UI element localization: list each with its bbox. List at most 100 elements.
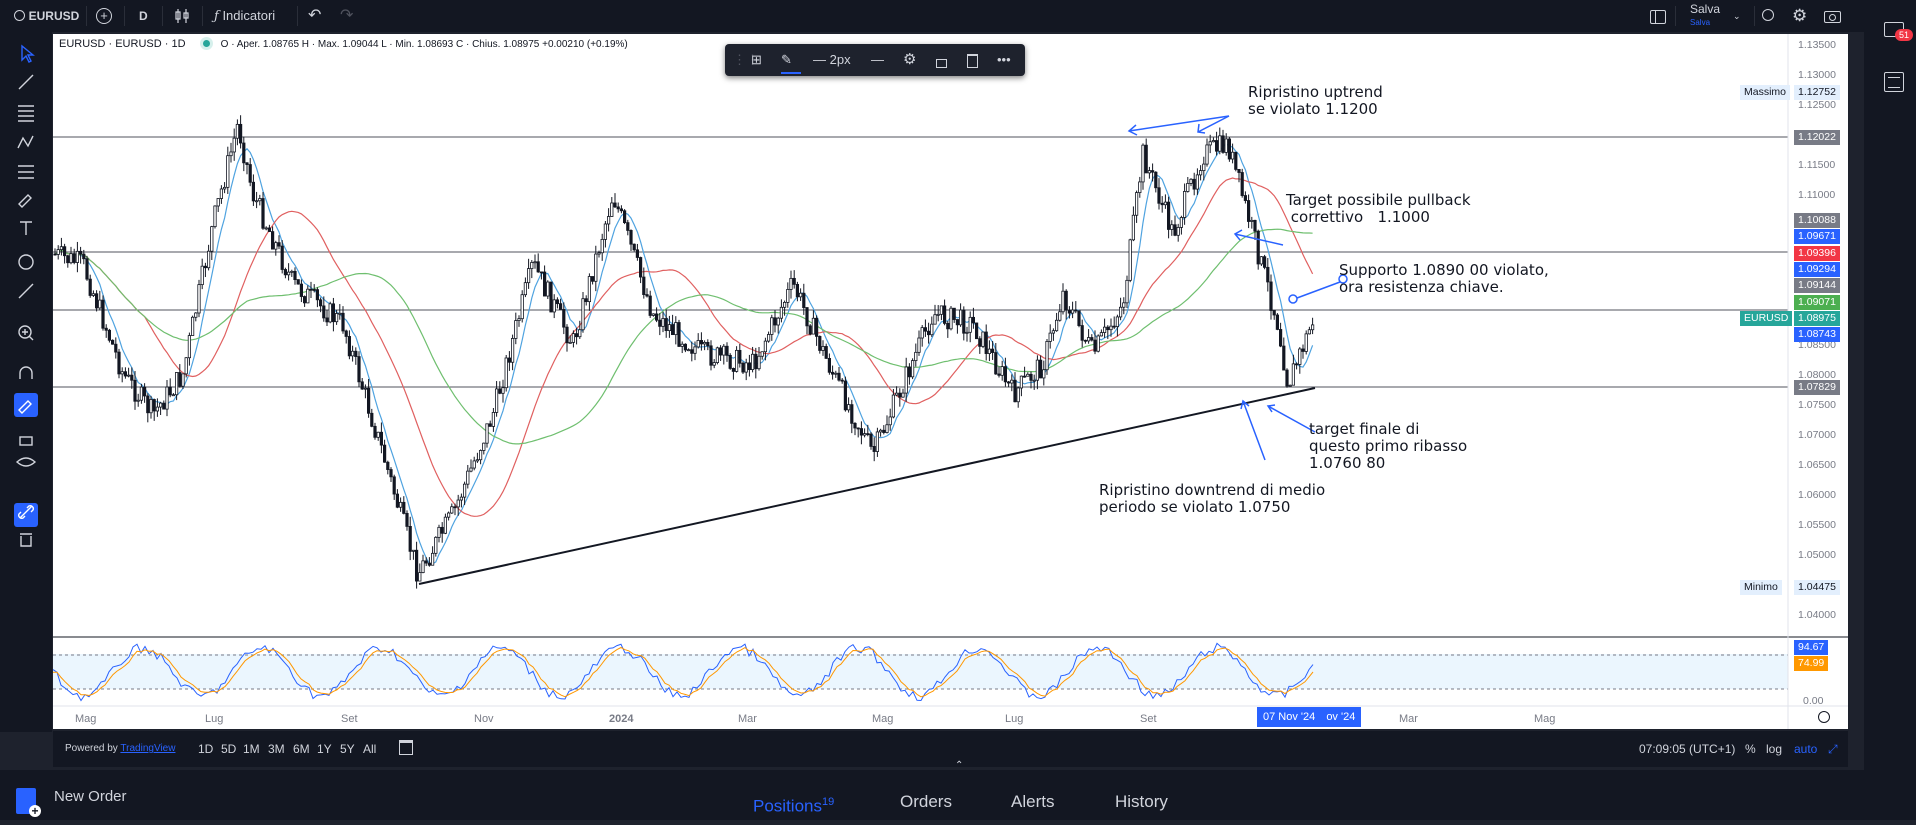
candle-body <box>238 123 243 144</box>
annotation-support[interactable]: Supporto 1.0890 00 violato, ora resisten… <box>1339 261 1549 296</box>
drag-handle[interactable]: ⋮⋮ <box>733 52 759 67</box>
candle-body <box>536 261 540 273</box>
legend-title[interactable]: EURUSD · EURUSD · 1D <box>59 38 186 50</box>
lock-drawing-button[interactable] <box>936 44 947 76</box>
range-button-5y[interactable]: 5Y <box>340 742 355 756</box>
time-axis-settings-button[interactable] <box>1818 711 1830 723</box>
candle-body <box>552 299 556 313</box>
candle-body <box>1016 387 1020 403</box>
templates-button[interactable]: ⊞ <box>751 44 762 76</box>
candle-body <box>751 353 755 371</box>
percent-toggle[interactable]: % <box>1745 742 1756 756</box>
watchlist-button[interactable] <box>1884 72 1904 92</box>
candle-body <box>181 373 185 387</box>
candle-body <box>690 349 694 354</box>
candle-body <box>1125 279 1129 304</box>
arrow-icon <box>1240 399 1266 461</box>
candle-body <box>373 425 377 438</box>
collapse-panel-button[interactable]: ⌃ <box>955 760 963 771</box>
candle-body <box>565 326 569 344</box>
range-button-6m[interactable]: 6M <box>293 742 310 756</box>
candle-body <box>1039 359 1043 379</box>
candle-body <box>1282 345 1286 371</box>
tab-history[interactable]: History <box>1115 792 1168 811</box>
symbol-search-button[interactable]: EURUSD <box>14 0 79 32</box>
left-drawing-toolbar <box>0 32 52 732</box>
save-button[interactable]: Salva Salva <box>1690 0 1720 35</box>
line-style-button[interactable]: — <box>871 44 884 76</box>
candle-body <box>1173 224 1177 236</box>
interval-button[interactable]: D <box>139 9 148 23</box>
indicators-button[interactable]: ƒ Indicatori <box>214 0 275 32</box>
candle-body <box>114 343 118 353</box>
delete-drawing-button[interactable] <box>967 44 978 76</box>
log-toggle[interactable]: log <box>1766 742 1783 756</box>
fx-icon: ƒ <box>214 9 219 24</box>
candle-body <box>139 386 143 401</box>
chart-pane[interactable]: 1.135001.130001.125001.120001.115001.110… <box>53 34 1848 729</box>
candle-body <box>296 279 300 285</box>
auto-toggle[interactable]: auto <box>1794 742 1818 756</box>
candle-body <box>866 433 870 435</box>
range-button-all[interactable]: All <box>363 742 377 756</box>
clock[interactable]: 07:09:05 (UTC+1) <box>1639 742 1736 756</box>
goto-date-button[interactable] <box>399 731 413 767</box>
moving-average-line <box>54 228 1313 445</box>
candle-body <box>146 395 150 414</box>
candle-body <box>75 250 80 263</box>
range-button-1d[interactable]: 1D <box>198 742 214 756</box>
candle-body <box>955 319 960 326</box>
annotation-downtrend[interactable]: Ripristino downtrend di medio periodo se… <box>1099 481 1326 516</box>
drawing-settings-button[interactable]: ⚙ <box>903 44 916 76</box>
annotation-pullback[interactable]: Target possibile pullback correttivo 1.1… <box>1286 191 1471 226</box>
candle-body <box>248 164 252 183</box>
time-tick-label: Lug <box>205 713 223 725</box>
annotation-target[interactable]: target finale di questo primo ribasso 1.… <box>1309 420 1468 472</box>
fullscreen-button[interactable]: ⤢ <box>1828 731 1838 767</box>
candle-body <box>360 381 364 390</box>
chart-type-button[interactable] <box>174 0 192 32</box>
range-button-3m[interactable]: 3M <box>268 742 285 756</box>
save-dropdown-button[interactable]: ⌄ <box>1733 0 1741 32</box>
candle-body <box>1301 348 1305 352</box>
tab-alerts[interactable]: Alerts <box>1011 792 1055 811</box>
layout-button[interactable] <box>1650 0 1666 32</box>
candle-body <box>123 371 127 377</box>
candle-body <box>671 324 675 336</box>
candle-body <box>975 322 979 340</box>
tab-positions[interactable]: Positions19 <box>753 784 834 820</box>
candle-body <box>1103 326 1107 333</box>
range-button-5d[interactable]: 5D <box>221 742 237 756</box>
range-button-1m[interactable]: 1M <box>243 742 260 756</box>
messages-button[interactable]: 51 <box>1884 22 1914 42</box>
range-button-1y[interactable]: 1Y <box>317 742 332 756</box>
candle-body <box>1259 256 1263 265</box>
annotation-uptrend[interactable]: Ripristino uptrend se violato 1.1200 <box>1248 83 1383 118</box>
candle-body <box>776 317 780 326</box>
time-tick-label: Mar <box>738 713 757 725</box>
quick-search-button[interactable] <box>1762 0 1774 32</box>
redo-button[interactable]: ↷ <box>340 0 353 32</box>
settings-button[interactable]: ⚙ <box>1792 0 1807 32</box>
snapshot-button[interactable] <box>1824 0 1841 32</box>
candle-body <box>792 277 796 285</box>
trash-icon <box>967 54 978 68</box>
candle-body <box>85 258 89 280</box>
candle-body <box>1227 138 1231 160</box>
stoch-band <box>53 654 1788 689</box>
candle-body <box>770 317 774 335</box>
candle-body <box>1208 141 1212 146</box>
chart-canvas[interactable]: 1.135001.130001.125001.120001.115001.110… <box>53 34 1848 729</box>
line-color-button[interactable]: ✎ <box>781 44 801 74</box>
add-symbol-button[interactable]: + <box>96 0 112 32</box>
undo-button[interactable]: ↶ <box>308 0 321 32</box>
candle-body <box>498 388 502 394</box>
brand-link[interactable]: TradingView <box>120 743 176 754</box>
tab-orders[interactable]: Orders <box>900 792 952 811</box>
candle-body <box>1003 366 1008 383</box>
candle-body <box>1298 348 1302 365</box>
candle-body <box>1026 373 1030 377</box>
more-options-button[interactable]: ••• <box>997 44 1011 76</box>
candle-body <box>322 305 326 319</box>
line-width-button[interactable]: — 2px <box>813 44 851 76</box>
